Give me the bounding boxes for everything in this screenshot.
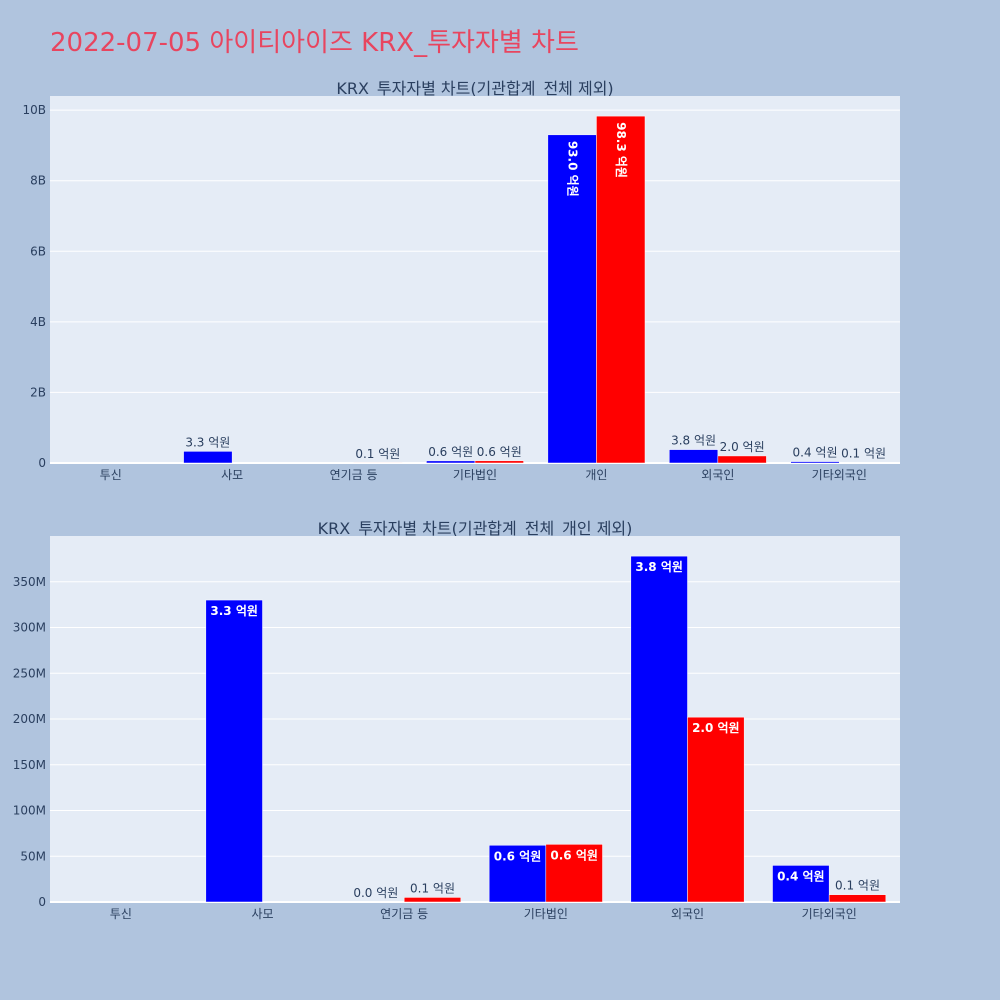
y-tick-label: 250M — [13, 666, 46, 680]
data-label: 3.3 억원 — [185, 435, 230, 449]
x-tick-label: 개인 — [585, 468, 607, 482]
data-label: 98.3 억원 — [614, 122, 628, 178]
page-title: 2022-07-05 아이티아이즈 KRX_투자자별 차트 — [50, 28, 579, 58]
chart-title: KRX_투자자별 차트(기관합계_전체_개인 제외) — [318, 519, 633, 539]
x-tick-label: 기타외국인 — [812, 468, 867, 482]
bar-blue — [488, 845, 547, 903]
data-label: 0.1 억원 — [841, 447, 886, 461]
y-tick-label: 50M — [20, 849, 46, 863]
y-tick-label: 350M — [13, 575, 46, 589]
x-tick-label: 투신 — [100, 468, 122, 482]
bar-blue — [669, 449, 719, 464]
x-tick-label: 사모 — [221, 468, 243, 482]
bar-blue — [630, 555, 688, 903]
bar-red — [596, 115, 646, 464]
bar-red — [687, 716, 745, 903]
y-tick-label: 6B — [30, 244, 46, 258]
data-label: 0.1 억원 — [835, 879, 880, 893]
bar-blue — [772, 865, 830, 903]
x-tick-label: 투신 — [110, 907, 132, 921]
plot-area — [50, 96, 900, 463]
data-label: 0.6 억원 — [494, 849, 542, 863]
y-tick-label: 8B — [30, 174, 46, 188]
chart-title: KRX_투자자별 차트(기관합계_전체 제외) — [336, 79, 613, 99]
data-label: 3.8 억원 — [671, 434, 716, 448]
bar-red — [828, 894, 887, 903]
data-label: 3.8 억원 — [635, 560, 683, 574]
x-tick-label: 외국인 — [701, 468, 734, 482]
data-label: 0.4 억원 — [793, 446, 838, 460]
data-label: 0.6 억원 — [477, 445, 522, 459]
bar-blue — [183, 451, 233, 464]
bar-red — [403, 897, 462, 903]
x-tick-label: 기타외국인 — [802, 907, 857, 921]
x-tick-label: 외국인 — [671, 907, 704, 921]
y-tick-label: 0 — [38, 456, 46, 470]
bar-blue — [790, 461, 840, 464]
x-tick-label: 기타법인 — [524, 907, 568, 921]
data-label: 0.1 억원 — [410, 881, 455, 895]
bar-blue — [426, 460, 476, 464]
data-label: 2.0 억원 — [720, 440, 765, 454]
data-label: 0.6 억원 — [550, 848, 598, 862]
y-tick-label: 300M — [13, 621, 46, 635]
bar-red — [545, 844, 603, 903]
bar-red — [717, 455, 767, 464]
y-tick-label: 10B — [22, 103, 46, 117]
y-tick-label: 4B — [30, 315, 46, 329]
y-tick-label: 100M — [13, 804, 46, 818]
bottom-bar-chart: KRX_투자자별 차트(기관합계_전체_개인 제외) 0 50M 100M 150M 20… — [13, 519, 900, 921]
y-tick-label: 200M — [13, 712, 46, 726]
data-label: 2.0 억원 — [692, 721, 740, 735]
data-label: 0.4 억원 — [777, 869, 825, 883]
data-label: 93.0 억원 — [566, 141, 580, 197]
data-label: 3.3 억원 — [210, 604, 258, 618]
bar-blue — [205, 599, 263, 903]
data-label: 0.1 억원 — [355, 447, 400, 461]
data-label: 0.0 억원 — [353, 886, 398, 900]
x-tick-label: 연기금 등 — [380, 907, 428, 921]
y-tick-label: 2B — [30, 385, 46, 399]
data-label: 0.6 억원 — [428, 445, 473, 459]
bar-red — [474, 460, 524, 464]
x-tick-label: 사모 — [251, 907, 273, 921]
x-tick-label: 연기금 등 — [330, 468, 378, 482]
y-tick-label: 0 — [38, 895, 46, 909]
y-tick-label: 150M — [13, 758, 46, 772]
x-tick-label: 기타법인 — [453, 468, 497, 482]
top-bar-chart: KRX_투자자별 차트(기관합계_전체 제외) 0 2B 4B 6B 8B 10B 투신 사모 연… — [22, 79, 900, 482]
